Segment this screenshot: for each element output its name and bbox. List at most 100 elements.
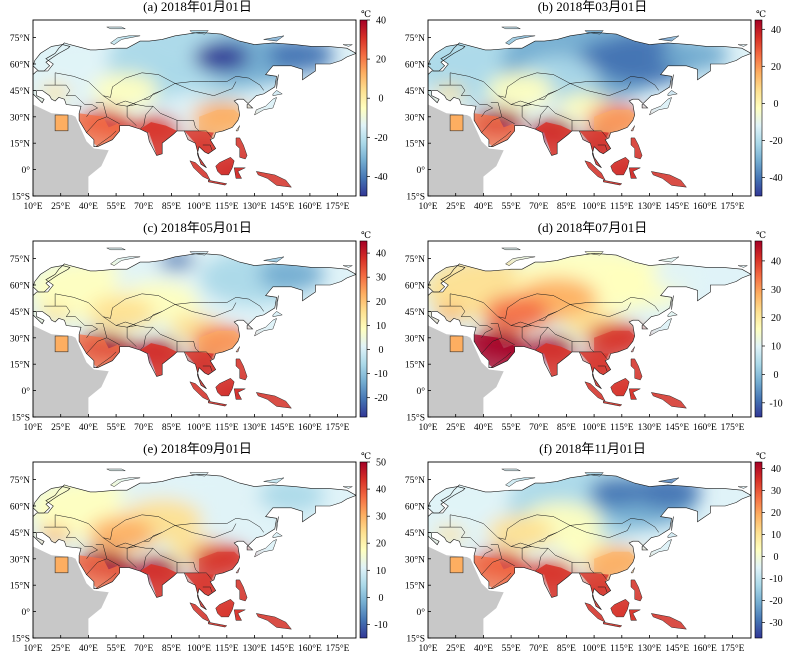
egypt-patch <box>54 335 69 353</box>
colorbar-tick-label: -20 <box>769 136 782 147</box>
colorbar-tick-label: 20 <box>376 539 386 550</box>
lat-tick-label: 15°S <box>11 413 30 424</box>
country-borders <box>33 26 356 188</box>
lon-tick-label: 85°E <box>557 643 576 654</box>
map-frame <box>427 461 752 639</box>
colorbar-tick-label: -20 <box>374 133 387 144</box>
colorbar-tick-label: 40 <box>376 249 386 260</box>
lat-tick-label: 45°N <box>405 528 425 539</box>
lon-tick-label: 85°E <box>162 643 181 654</box>
lon-tick-label: 55°E <box>107 422 126 433</box>
lon-tick-label: 25°E <box>51 201 70 212</box>
colorbar-tick-label: 30 <box>376 273 386 284</box>
colorbar-tick-label: 20 <box>376 297 386 308</box>
map-panel-c: (c) 2018年05月01日 75°N 60°N 45°N 30°N 15°N 0° 15… <box>0 221 395 441</box>
lon-tick-label: 40°E <box>79 201 98 212</box>
lat-tick-label: 15°S <box>11 634 30 645</box>
lon-tick-label: 25°E <box>446 201 465 212</box>
country-borders <box>33 468 356 630</box>
colorbar-tick-label: 20 <box>771 313 781 324</box>
lat-tick-label: 45°N <box>10 307 30 318</box>
lon-tick-label: 100°E <box>187 201 211 212</box>
egypt-patch <box>449 114 464 132</box>
colorbar-tick-label: 0 <box>774 99 779 110</box>
lon-tick-label: 70°E <box>134 643 153 654</box>
africa-landmass <box>428 104 504 196</box>
lon-tick-label: 145°E <box>665 422 689 433</box>
lon-tick-label: 130°E <box>638 201 662 212</box>
map-frame <box>32 240 357 418</box>
lon-tick-label: 100°E <box>582 643 606 654</box>
lon-tick-label: 145°E <box>665 201 689 212</box>
map-frame <box>32 19 357 197</box>
lon-tick-label: 175°E <box>721 643 745 654</box>
lon-tick-label: 145°E <box>270 201 294 212</box>
map-panel-a: (a) 2018年01月01日 75°N 60°N 45°N 30°N 15°N 0° 15… <box>0 0 395 220</box>
lon-tick-label: 175°E <box>326 643 350 654</box>
colorbar-unit: ℃ <box>756 230 766 240</box>
lat-tick-label: 60°N <box>405 281 425 292</box>
colorbar <box>754 240 763 418</box>
lat-tick-label: 75°N <box>405 33 425 44</box>
africa-landmass <box>33 104 109 196</box>
lat-tick-label: 30°N <box>405 333 425 344</box>
lon-tick-label: 115°E <box>610 201 634 212</box>
lon-tick-label: 25°E <box>446 643 465 654</box>
colorbar-tick-label: -20 <box>374 393 387 404</box>
lat-tick-label: 0° <box>21 386 30 397</box>
lon-tick-label: 100°E <box>582 201 606 212</box>
colorbar <box>359 461 368 639</box>
country-borders <box>428 26 751 188</box>
lat-tick-label: 60°N <box>405 502 425 513</box>
colorbar-tick-label: 10 <box>771 530 781 541</box>
colorbar-tick-label: 10 <box>376 321 386 332</box>
lon-tick-label: 10°E <box>23 643 42 654</box>
colorbar-tick-label: 10 <box>771 342 781 353</box>
lat-tick-label: 30°N <box>10 333 30 344</box>
colorbar-tick-label: 50 <box>376 458 386 469</box>
lat-tick-label: 30°N <box>10 554 30 565</box>
lon-tick-label: 160°E <box>693 422 717 433</box>
lat-tick-label: 75°N <box>10 33 30 44</box>
lat-tick-label: 30°N <box>405 112 425 123</box>
lon-tick-label: 40°E <box>474 422 493 433</box>
lon-tick-label: 40°E <box>79 643 98 654</box>
colorbar-tick-label: 20 <box>376 55 386 66</box>
lon-tick-label: 70°E <box>529 422 548 433</box>
colorbar-tick-label: 30 <box>376 512 386 523</box>
lat-tick-label: 30°N <box>10 112 30 123</box>
panel-title: (d) 2018年07月01日 <box>537 220 648 235</box>
lon-tick-label: 40°E <box>474 643 493 654</box>
colorbar-tick-label: -10 <box>374 620 387 631</box>
lat-tick-label: 0° <box>21 165 30 176</box>
colorbar-tick-label: 0 <box>774 370 779 381</box>
map-frame <box>427 240 752 418</box>
africa-landmass <box>33 325 109 417</box>
lon-tick-label: 130°E <box>638 422 662 433</box>
colorbar-tick-label: -10 <box>769 398 782 409</box>
panel-title: (a) 2018年01月01日 <box>143 0 252 14</box>
lon-tick-label: 55°E <box>502 422 521 433</box>
country-borders <box>428 247 751 409</box>
country-borders <box>428 468 751 630</box>
lon-tick-label: 55°E <box>107 643 126 654</box>
egypt-patch <box>54 556 69 574</box>
lon-tick-label: 115°E <box>610 643 634 654</box>
colorbar-tick-label: -10 <box>374 369 387 380</box>
colorbar-tick-label: 40 <box>376 16 386 27</box>
colorbar <box>754 19 763 197</box>
lon-tick-label: 10°E <box>418 201 437 212</box>
lat-tick-label: 75°N <box>405 475 425 486</box>
colorbar-tick-label: 40 <box>771 464 781 475</box>
lon-tick-label: 175°E <box>721 201 745 212</box>
lon-tick-label: 130°E <box>243 201 267 212</box>
panel-title: (c) 2018年05月01日 <box>143 220 252 235</box>
lat-tick-label: 15°S <box>406 634 425 645</box>
lat-tick-label: 15°N <box>10 360 30 371</box>
lon-tick-label: 160°E <box>298 422 322 433</box>
colorbar-tick-label: -20 <box>769 596 782 607</box>
lon-tick-label: 160°E <box>693 643 717 654</box>
lat-tick-label: 15°S <box>406 413 425 424</box>
lat-tick-label: 15°N <box>10 581 30 592</box>
colorbar-tick-label: 40 <box>771 256 781 267</box>
